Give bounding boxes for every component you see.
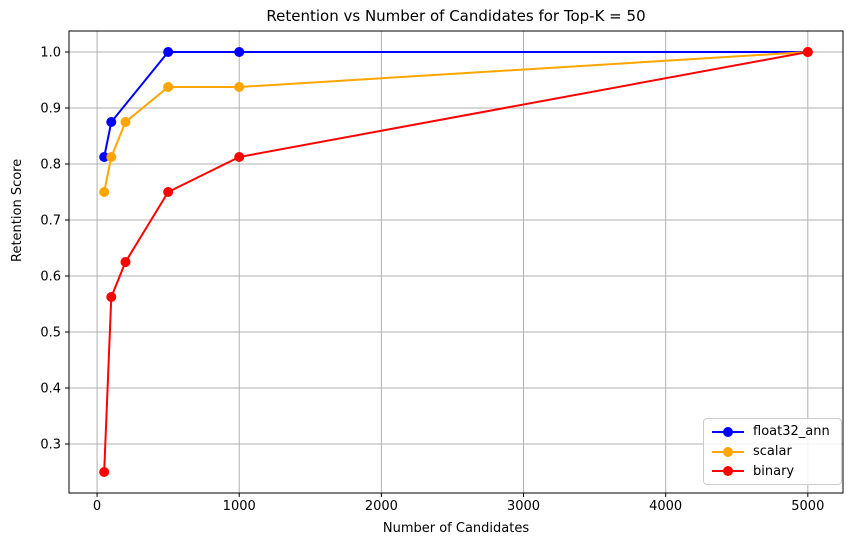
x-tick-label: 0 xyxy=(93,499,101,514)
data-point-float32_ann xyxy=(99,152,110,162)
y-tick-label: 1.0 xyxy=(40,46,61,61)
x-tick-label: 4000 xyxy=(649,499,682,514)
x-axis-label: Number of Candidates xyxy=(382,521,530,536)
legend-item-binary: binary xyxy=(711,461,835,481)
axes-frame xyxy=(68,30,844,494)
data-point-scalar xyxy=(99,187,110,197)
y-tick-label: 0.7 xyxy=(40,214,61,229)
y-tick-label: 0.3 xyxy=(40,438,61,453)
chart-title: Retention vs Number of Candidates for To… xyxy=(266,7,646,25)
legend-label: float32_ann xyxy=(753,424,830,440)
x-tick-label: 1000 xyxy=(223,499,256,514)
y-tick-label: 0.5 xyxy=(40,326,61,341)
x-tick-label: 3000 xyxy=(507,499,540,514)
data-point-scalar xyxy=(234,82,245,92)
data-point-binary xyxy=(234,152,245,162)
series-line-float32_ann xyxy=(103,51,808,158)
data-point-binary xyxy=(163,187,174,197)
legend-item-scalar: scalar xyxy=(711,442,835,462)
data-point-binary xyxy=(802,47,813,57)
y-tick-label: 0.9 xyxy=(40,102,61,117)
data-point-scalar xyxy=(120,117,131,127)
data-point-float32_ann xyxy=(234,47,245,57)
y-tick-label: 0.4 xyxy=(40,382,61,397)
data-point-float32_ann xyxy=(106,117,117,127)
data-point-scalar xyxy=(106,152,117,162)
legend: float32_ann scalar binary xyxy=(703,418,842,485)
series-line-binary xyxy=(103,51,808,473)
data-point-scalar xyxy=(163,82,174,92)
y-tick-label: 0.6 xyxy=(40,270,61,285)
legend-label: scalar xyxy=(753,444,792,459)
legend-line-marker-icon xyxy=(712,426,744,437)
data-point-binary xyxy=(106,292,117,302)
legend-item-float32-ann: float32_ann xyxy=(711,422,835,442)
data-point-binary xyxy=(99,467,110,477)
x-tick-label: 5000 xyxy=(791,499,824,514)
y-tick-label: 0.8 xyxy=(40,158,61,173)
data-point-float32_ann xyxy=(163,47,174,57)
series-line-scalar xyxy=(103,51,808,193)
data-point-binary xyxy=(120,257,131,267)
x-tick-label: 2000 xyxy=(365,499,398,514)
legend-label: binary xyxy=(753,463,795,479)
legend-line-marker-icon xyxy=(712,446,744,457)
legend-line-marker-icon xyxy=(712,466,744,477)
